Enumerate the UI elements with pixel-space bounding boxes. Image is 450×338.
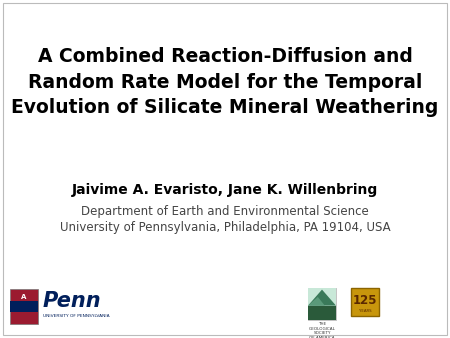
- Text: A Combined Reaction-Diffusion and
Random Rate Model for the Temporal
Evolution o: A Combined Reaction-Diffusion and Random…: [11, 47, 439, 117]
- Text: Penn: Penn: [43, 291, 102, 311]
- Text: THE
GEOLOGICAL
SOCIETY
OF AMERICA: THE GEOLOGICAL SOCIETY OF AMERICA: [309, 322, 335, 338]
- Text: 125: 125: [353, 293, 377, 307]
- Text: YEARS: YEARS: [359, 309, 371, 313]
- FancyBboxPatch shape: [10, 289, 38, 324]
- Text: UNIVERSITY OF PENNSYLVANIA: UNIVERSITY OF PENNSYLVANIA: [43, 314, 110, 318]
- Polygon shape: [308, 290, 336, 306]
- Bar: [308, 306, 336, 320]
- Bar: [308, 288, 336, 320]
- Bar: [308, 288, 336, 306]
- Text: University of Pennsylvania, Philadelphia, PA 19104, USA: University of Pennsylvania, Philadelphia…: [60, 220, 390, 234]
- Polygon shape: [308, 297, 325, 306]
- Text: Jaivime A. Evaristo, Jane K. Willenbring: Jaivime A. Evaristo, Jane K. Willenbring: [72, 183, 378, 197]
- Bar: [10, 301, 38, 312]
- Text: A: A: [21, 294, 27, 300]
- Text: Department of Earth and Environmental Science: Department of Earth and Environmental Sc…: [81, 204, 369, 217]
